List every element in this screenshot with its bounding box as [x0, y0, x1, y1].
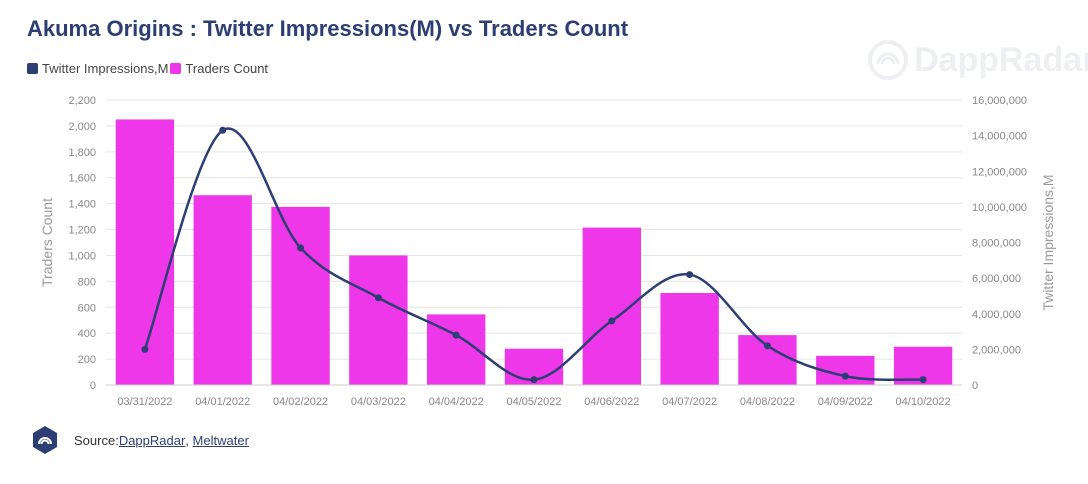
- y-left-tick-label: 1,800: [68, 147, 96, 159]
- y-right-tick-label: 0: [972, 380, 978, 392]
- x-tick-label: 04/09/2022: [818, 396, 873, 408]
- x-tick-label: 04/07/2022: [662, 396, 717, 408]
- x-tick-label: 04/02/2022: [273, 396, 328, 408]
- y-left-tick-label: 1,400: [68, 199, 96, 211]
- point-impressions: [452, 331, 460, 339]
- watermark-text: DappRadar: [914, 40, 1088, 79]
- point-impressions: [919, 376, 927, 384]
- source-link-dappradar[interactable]: DappRadar: [118, 432, 186, 448]
- y-right-tick-label: 14,000,000: [972, 131, 1027, 143]
- x-tick-label: 04/03/2022: [351, 396, 406, 408]
- bar-traders: [349, 255, 408, 385]
- x-tick-label: 04/10/2022: [896, 396, 951, 408]
- source-link-meltwater[interactable]: Meltwater: [192, 432, 249, 448]
- bar-traders: [660, 293, 719, 385]
- x-tick-label: 03/31/2022: [117, 396, 172, 408]
- point-impressions: [297, 244, 305, 252]
- y-left-tick-label: 1,200: [68, 225, 96, 237]
- y-left-tick-label: 1,600: [68, 173, 96, 185]
- point-impressions: [686, 271, 694, 279]
- y-right-tick-label: 8,000,000: [972, 238, 1021, 250]
- y-left-tick-label: 2,200: [68, 95, 96, 107]
- legend-label-traders: Traders Count: [185, 61, 269, 76]
- y-left-tick-label: 2,000: [68, 121, 96, 133]
- legend: Twitter Impressions,M Traders Count: [27, 61, 270, 76]
- legend-item-impressions[interactable]: Twitter Impressions,M: [27, 61, 168, 76]
- y-left-tick-label: 800: [78, 276, 96, 288]
- point-impressions: [608, 317, 616, 325]
- y-right-tick-label: 16,000,000: [972, 95, 1027, 107]
- source-separator: ,: [185, 432, 193, 448]
- legend-swatch-traders: [170, 63, 182, 74]
- dappradar-logo-icon: [868, 40, 908, 80]
- y-right-tick-label: 4,000,000: [972, 309, 1021, 321]
- point-impressions: [374, 294, 382, 302]
- chart-title: Akuma Origins : Twitter Impressions(M) v…: [27, 16, 629, 41]
- y-right-tick-label: 12,000,000: [972, 166, 1027, 178]
- x-tick-label: 04/01/2022: [195, 396, 250, 408]
- y-right-axis-title: Twitter Impressions,M: [1040, 174, 1056, 310]
- y-left-tick-label: 600: [78, 302, 96, 314]
- y-left-tick-label: 200: [78, 354, 96, 366]
- x-tick-label: 04/06/2022: [584, 396, 639, 408]
- bar-traders: [115, 119, 175, 385]
- y-left-tick-label: 400: [78, 328, 96, 340]
- y-left-tick-label: 1,000: [68, 250, 96, 262]
- source-line: Source: DappRadar , Meltwater: [30, 425, 249, 455]
- point-impressions: [141, 345, 149, 353]
- y-right-tick-label: 2,000,000: [972, 344, 1021, 356]
- y-left-axis-title: Traders Count: [39, 198, 55, 287]
- y-right-tick-label: 10,000,000: [972, 202, 1027, 214]
- bar-traders: [193, 195, 252, 385]
- point-impressions: [763, 342, 771, 350]
- x-tick-label: 04/08/2022: [740, 396, 795, 408]
- dappradar-source-logo-icon: [33, 426, 57, 454]
- legend-item-traders[interactable]: Traders Count: [170, 61, 268, 76]
- point-impressions: [841, 372, 849, 380]
- legend-swatch-impressions: [27, 63, 38, 74]
- point-impressions: [219, 126, 227, 134]
- x-tick-label: 04/05/2022: [506, 396, 561, 408]
- bar-traders: [271, 206, 330, 385]
- watermark: DappRadar: [868, 40, 1088, 80]
- y-right-tick-label: 6,000,000: [972, 273, 1021, 285]
- y-left-tick-label: 0: [90, 380, 96, 392]
- x-tick-label: 04/04/2022: [429, 396, 484, 408]
- point-impressions: [530, 376, 538, 384]
- legend-label-impressions: Twitter Impressions,M: [42, 61, 169, 76]
- line-impressions: [143, 127, 924, 382]
- source-prefix: Source:: [74, 432, 119, 448]
